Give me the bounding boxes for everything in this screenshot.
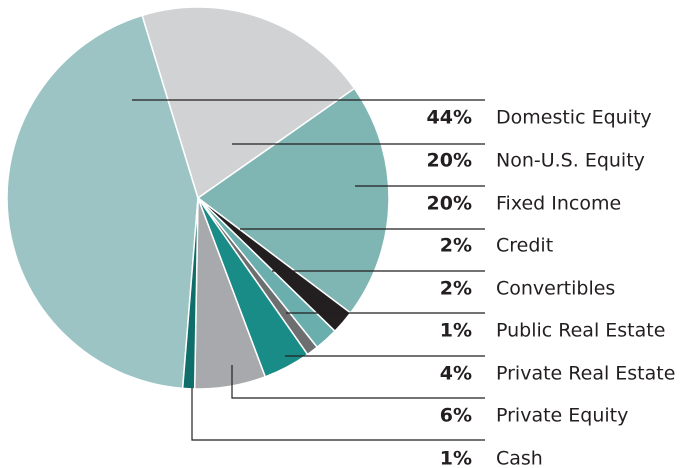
value-label: 6%: [440, 405, 472, 427]
category-label: Private Equity: [496, 405, 628, 427]
category-label: Private Real Estate: [496, 363, 675, 385]
category-label: Public Real Estate: [496, 320, 665, 342]
leader-line: [191, 388, 485, 441]
value-label: 20%: [427, 150, 472, 172]
category-label: Credit: [496, 235, 553, 257]
value-label: 1%: [440, 320, 472, 342]
pie-slice: [141, 6, 356, 200]
value-label: 1%: [440, 448, 472, 468]
category-label: Fixed Income: [496, 193, 621, 215]
pie-slice: [181, 197, 199, 390]
category-label: Convertibles: [496, 278, 615, 300]
value-label: 44%: [427, 107, 472, 129]
pie-slice: [6, 14, 199, 390]
value-label: 20%: [427, 193, 472, 215]
value-label: 2%: [440, 235, 472, 257]
category-label: Non-U.S. Equity: [496, 150, 645, 172]
category-label: Domestic Equity: [496, 107, 652, 129]
leader-line: [231, 365, 485, 399]
category-label: Cash: [496, 448, 543, 468]
value-label: 2%: [440, 278, 472, 300]
value-label: 4%: [440, 363, 472, 385]
